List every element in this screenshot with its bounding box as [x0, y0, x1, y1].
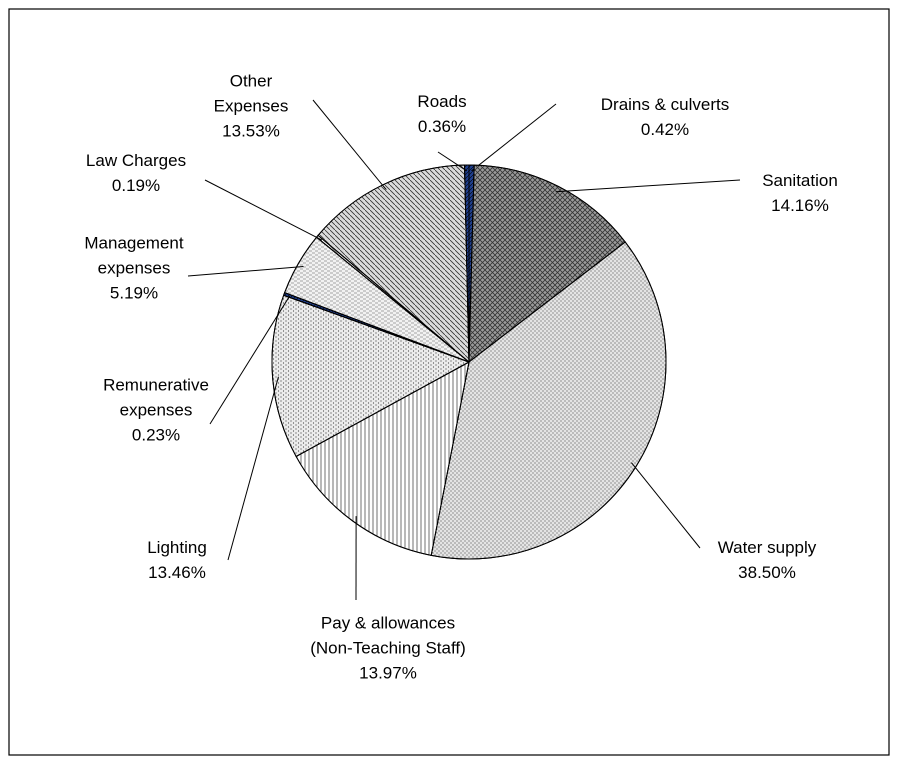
- slice-pattern: [430, 241, 667, 560]
- value-label: 14.16%: [771, 196, 829, 215]
- slice-label: Sanitation 14.16%: [745, 168, 855, 218]
- leader-line: [631, 462, 701, 549]
- value-label: 0.19%: [111, 176, 161, 195]
- leader-line: [209, 295, 291, 425]
- leader-line: [227, 376, 279, 561]
- value-label: 13.46%: [148, 563, 206, 582]
- slice-label: Remunerative expenses 0.23%: [91, 373, 221, 448]
- category-label: Remunerative expenses: [103, 375, 209, 420]
- leader-line: [312, 99, 387, 191]
- category-label: Drains & culverts: [600, 95, 730, 114]
- category-label: Sanitation: [762, 171, 838, 190]
- category-label: Pay & allowances (Non-Teaching Staff): [310, 613, 466, 658]
- slice-label: Roads 0.36%: [402, 89, 482, 139]
- value-label: 0.36%: [417, 117, 467, 136]
- leader-line: [437, 151, 468, 172]
- leader-line: [471, 103, 557, 172]
- slice-pattern: [295, 361, 470, 556]
- value-label: 13.53%: [222, 121, 280, 141]
- slice-label: Lighting 13.46%: [122, 535, 232, 585]
- leader-line: [555, 179, 741, 193]
- category-label: Water supply: [717, 538, 817, 557]
- slice-pattern: [271, 294, 471, 458]
- leader-line: [187, 266, 304, 277]
- slice-label: Management expenses 5.19%: [69, 231, 199, 306]
- value-label: 0.23%: [131, 425, 181, 445]
- category-label: Lighting: [147, 538, 207, 557]
- slice-pattern: [317, 164, 470, 364]
- leader-line: [204, 179, 323, 241]
- category-label: Other Expenses: [213, 71, 289, 116]
- slice-pattern: [468, 164, 626, 364]
- value-label: 0.42%: [640, 120, 690, 139]
- category-label: Law Charges: [85, 151, 187, 170]
- value-label: 13.97%: [359, 663, 417, 683]
- value-label: 5.19%: [109, 283, 159, 303]
- value-label: 38.50%: [738, 563, 796, 582]
- category-label: Roads: [417, 92, 467, 111]
- slice-pattern: [464, 164, 470, 363]
- slice-label: Drains & culverts 0.42%: [570, 92, 760, 142]
- category-label: Management expenses: [84, 233, 184, 278]
- slice-label: Other Expenses 13.53%: [196, 69, 306, 144]
- slice-label: Water supply 38.50%: [697, 535, 837, 585]
- slice-label: Law Charges 0.19%: [61, 148, 211, 198]
- slice-label: Pay & allowances (Non-Teaching Staff) 13.…: [308, 611, 468, 686]
- chart-border: [8, 8, 890, 756]
